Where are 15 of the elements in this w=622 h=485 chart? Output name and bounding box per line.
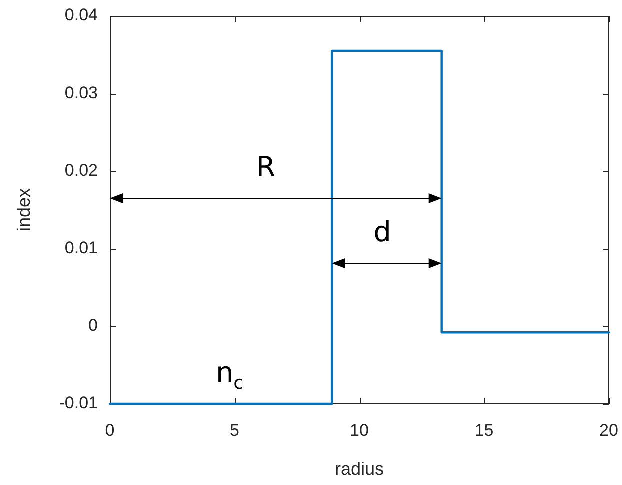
y-tick-label: 0.01 (64, 238, 98, 258)
annotation: d (374, 216, 392, 248)
x-tick-label: 20 (600, 420, 618, 440)
x-tick-label: 15 (474, 420, 494, 440)
y-tick-label: -0.01 (59, 394, 98, 413)
x-tick-label: 5 (230, 420, 240, 440)
y-tick-label: 0.03 (64, 83, 98, 102)
x-tick-label: 10 (350, 420, 369, 440)
y-axis-title: index (14, 188, 34, 232)
annotation: R (256, 150, 276, 184)
y-tick-label: 0 (88, 316, 98, 336)
y-tick-label: 0.02 (64, 160, 98, 180)
x-axis-title: radius (334, 459, 384, 480)
y-tick-label: 0.04 (64, 6, 98, 25)
x-tick-label: 0 (105, 420, 115, 440)
